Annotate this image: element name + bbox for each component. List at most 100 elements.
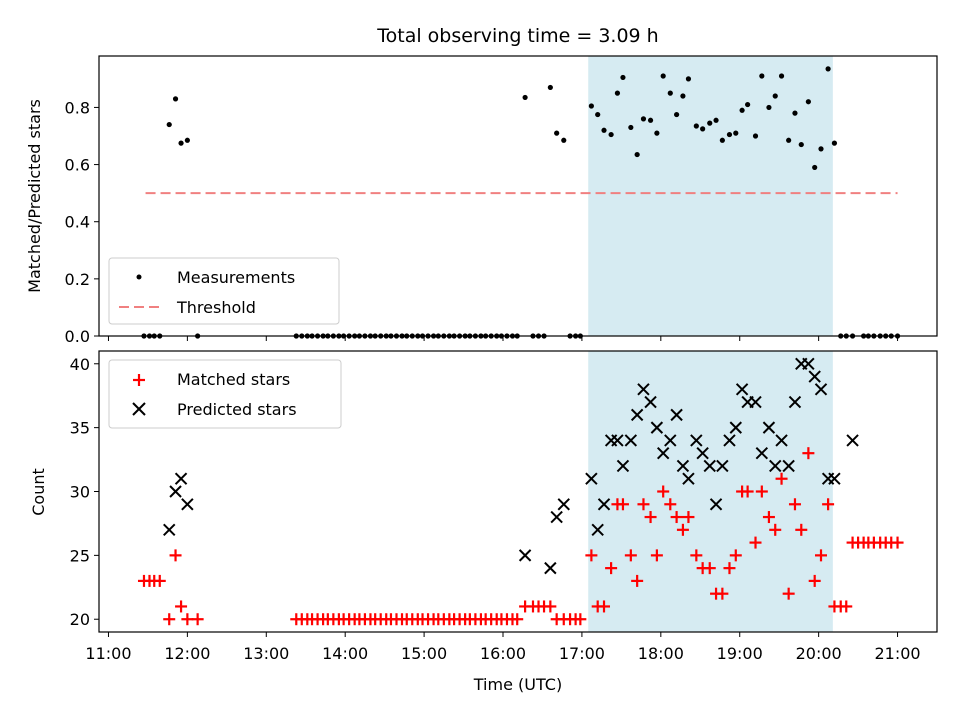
matched-star-point bbox=[891, 536, 904, 549]
count-x-tick-label: 18:00 bbox=[638, 644, 684, 663]
count-y-axis-label: Count bbox=[29, 468, 48, 516]
ratio-panel: 0.00.20.40.60.8 Matched/Predicted stars … bbox=[25, 55, 938, 346]
count-x-ticks: 11:00 12:00 13:00 14:00 15:00 16:00 17:00 18:00… bbox=[85, 632, 921, 663]
predicted-star-point bbox=[735, 383, 749, 396]
predicted-star-point bbox=[828, 472, 841, 485]
count-y-ticks: 20 25 30 35 40 bbox=[70, 355, 99, 629]
predicted-star-point bbox=[163, 523, 176, 537]
matched-star-point bbox=[191, 613, 204, 626]
matched-star-point bbox=[153, 574, 166, 587]
matched-star-point bbox=[782, 587, 795, 600]
matched-star-point bbox=[822, 498, 835, 511]
ratio-y-tick-label: 0.8 bbox=[65, 98, 90, 117]
matched-star-point bbox=[637, 498, 650, 511]
matched-star-point bbox=[690, 549, 703, 562]
matched-star-point bbox=[605, 562, 618, 575]
measurement-point bbox=[640, 116, 647, 122]
matched-star-point bbox=[749, 536, 762, 549]
matched-star-point bbox=[670, 511, 683, 524]
measurement-point bbox=[647, 117, 654, 123]
predicted-star-point bbox=[611, 434, 624, 447]
matched-star-point bbox=[769, 523, 782, 536]
measurement-point bbox=[166, 121, 172, 128]
matched-star-point bbox=[795, 523, 808, 536]
measurement-point bbox=[719, 137, 725, 143]
predicted-star-point bbox=[846, 434, 859, 447]
ratio-plot-frame bbox=[98, 55, 938, 337]
predicted-star-point bbox=[637, 383, 650, 396]
measurement-point bbox=[798, 141, 804, 148]
measurement-point bbox=[172, 96, 179, 102]
ratio-x-ticks bbox=[107, 336, 899, 341]
predicted-star-point bbox=[703, 459, 716, 473]
measurement-point bbox=[700, 126, 706, 132]
measurement-point bbox=[547, 84, 553, 91]
legend-predicted-marker bbox=[132, 402, 146, 416]
measurement-point bbox=[726, 131, 733, 138]
matched-star-point bbox=[585, 549, 598, 562]
predicted-star-point bbox=[682, 472, 695, 485]
ratio-y-tick-label: 0.2 bbox=[65, 270, 90, 289]
count-y-tick-label: 20 bbox=[70, 610, 90, 629]
measurement-point bbox=[759, 73, 765, 79]
ratio-legend-frame bbox=[108, 257, 340, 325]
measurement-point bbox=[634, 151, 640, 158]
predicted-star-point bbox=[169, 485, 182, 498]
measurement-point bbox=[554, 130, 560, 136]
matched-star-point bbox=[762, 511, 775, 524]
predicted-star-point bbox=[788, 395, 802, 409]
measurement-point bbox=[595, 111, 601, 118]
measurement-point bbox=[561, 137, 567, 143]
measurement-point bbox=[654, 130, 660, 136]
predicted-star-point bbox=[650, 421, 664, 434]
measurement-point bbox=[745, 101, 751, 108]
measurement-point bbox=[588, 103, 594, 109]
matched-star-point bbox=[840, 600, 853, 613]
predicted-star-point bbox=[181, 498, 194, 511]
measurement-point bbox=[674, 111, 680, 118]
matched-star-point bbox=[775, 472, 788, 485]
count-legend-frame bbox=[108, 359, 342, 429]
matched-star-point bbox=[631, 574, 644, 587]
measurement-point bbox=[608, 131, 614, 138]
predicted-star-point bbox=[696, 446, 709, 460]
matched-star-point bbox=[644, 511, 657, 524]
matched-stars-points bbox=[137, 447, 904, 626]
matched-star-point bbox=[175, 600, 188, 613]
measurement-point bbox=[522, 94, 528, 101]
legend-predicted-label: Predicted stars bbox=[177, 400, 297, 419]
measurement-point bbox=[818, 146, 824, 152]
matched-star-point bbox=[616, 498, 629, 511]
predicted-star-point bbox=[762, 421, 776, 434]
matched-star-point bbox=[802, 447, 815, 460]
ratio-y-tick-label: 0.0 bbox=[65, 327, 90, 346]
matched-star-point bbox=[574, 613, 587, 626]
measurement-point bbox=[778, 73, 785, 79]
measurement-point bbox=[825, 66, 831, 72]
predicted-star-point bbox=[749, 395, 762, 409]
matched-star-point bbox=[788, 498, 801, 511]
measurement-point bbox=[685, 76, 692, 82]
predicted-star-point bbox=[729, 421, 742, 434]
matched-star-point bbox=[682, 511, 695, 524]
count-x-tick-label: 19:00 bbox=[717, 644, 763, 663]
ratio-y-tick-label: 0.6 bbox=[65, 156, 90, 175]
measurement-point bbox=[628, 124, 634, 131]
measurement-point bbox=[184, 137, 190, 143]
ratio-y-tick-label: 0.4 bbox=[65, 213, 90, 232]
measurement-point bbox=[693, 123, 699, 129]
count-y-tick-label: 30 bbox=[70, 483, 90, 502]
measurement-point bbox=[178, 140, 184, 146]
legend-measurements-label: Measurements bbox=[177, 268, 295, 287]
measurement-point bbox=[812, 164, 818, 171]
predicted-star-point bbox=[585, 472, 598, 485]
predicted-star-point bbox=[716, 459, 729, 473]
count-x-axis-label: Time (UTC) bbox=[473, 675, 562, 694]
measurement-point bbox=[766, 104, 772, 111]
ratio-y-ticks: 0.0 0.2 0.4 0.6 0.8 bbox=[65, 98, 99, 346]
matched-star-point bbox=[181, 613, 194, 626]
predicted-star-point bbox=[690, 434, 703, 447]
matched-star-point bbox=[169, 549, 182, 562]
predicted-star-point bbox=[775, 434, 788, 447]
measurement-point bbox=[707, 120, 713, 126]
